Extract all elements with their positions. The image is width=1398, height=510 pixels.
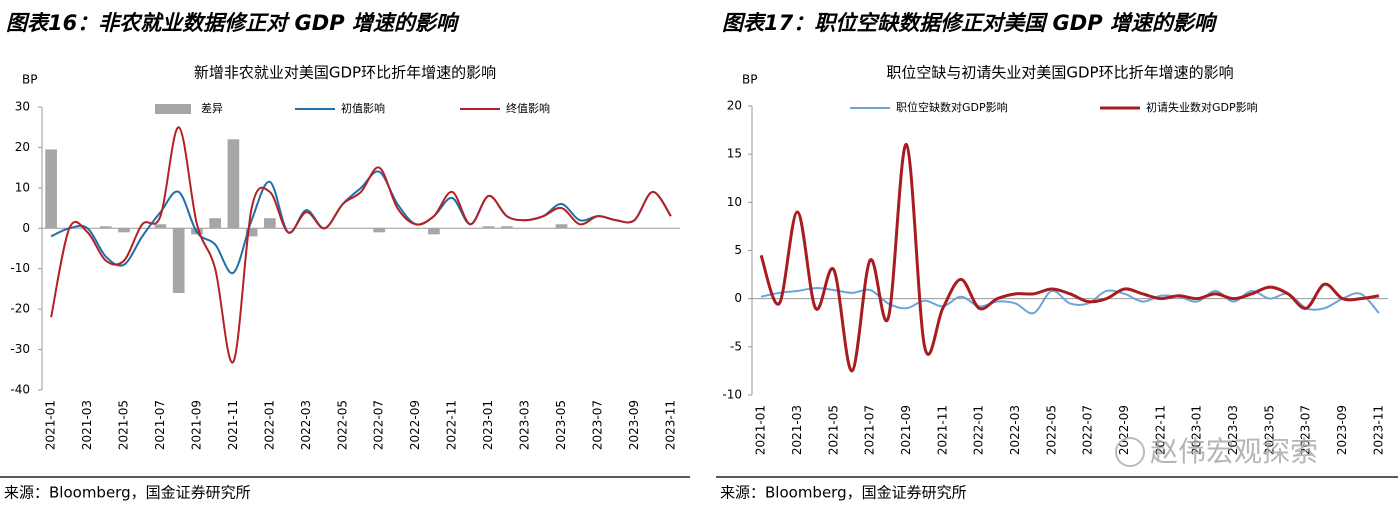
bar (245, 228, 258, 237)
y-tick-label: 30 (15, 100, 30, 114)
line-series (50, 170, 672, 274)
chart-title: 新增非农就业对美国GDP环比折年增速的影响 (194, 64, 496, 82)
source-note: 来源：Bloomberg，国金证券研究所 (720, 484, 967, 502)
bar (118, 228, 130, 233)
panel-heading: 图表16：非农就业数据修正对 GDP 增速的影响 (6, 11, 460, 35)
bar (45, 149, 57, 229)
x-tick-label: 2021-07 (153, 400, 167, 450)
x-tick-label: 2021-03 (790, 405, 804, 455)
y-tick-label: 5 (734, 243, 742, 257)
y-tick-label: 20 (727, 99, 742, 113)
y-tick-label: -40 (10, 383, 30, 397)
legend-swatch (155, 104, 191, 114)
legend-label: 职位空缺数对GDP影响 (896, 100, 1008, 114)
x-tick-label: 2022-05 (1044, 405, 1058, 455)
bar (227, 139, 240, 229)
bar (154, 224, 167, 229)
x-tick-label: 2021-05 (117, 400, 131, 450)
source-note: 来源：Bloomberg，国金证券研究所 (4, 484, 251, 502)
y-tick-label: 10 (15, 180, 30, 194)
bar (482, 226, 495, 229)
line-series (759, 143, 1380, 373)
line-series (50, 126, 672, 364)
x-tick-label: 2022-07 (372, 400, 386, 450)
x-tick-label: 2022-01 (262, 400, 276, 450)
x-tick-label: 2023-11 (1371, 405, 1385, 455)
x-tick-label: 2023-01 (481, 400, 495, 450)
x-tick-label: 2021-01 (44, 400, 58, 450)
x-tick-label: 2023-11 (663, 400, 677, 450)
x-tick-label: 2022-01 (972, 405, 986, 455)
y-axis-label: BP (742, 73, 757, 87)
x-tick-label: 2021-09 (899, 405, 913, 455)
bar (99, 226, 112, 229)
x-tick-label: 2022-09 (1117, 405, 1131, 455)
y-tick-label: 0 (22, 221, 30, 235)
y-tick-label: 0 (734, 291, 742, 305)
x-tick-label: 2022-07 (1081, 405, 1095, 455)
x-tick-label: 2021-05 (826, 405, 840, 455)
legend-label: 差异 (201, 101, 223, 115)
bar (209, 218, 222, 229)
bar (264, 218, 276, 229)
legend-label: 终值影响 (506, 101, 550, 115)
y-tick-label: -10 (10, 261, 30, 275)
y-tick-label: 20 (15, 140, 30, 154)
panel-heading: 图表17：职位空缺数据修正对美国 GDP 增速的影响 (722, 11, 1218, 35)
x-tick-label: 2021-09 (189, 400, 203, 450)
x-tick-label: 2023-01 (1190, 405, 1204, 455)
y-tick-label: -5 (730, 339, 742, 353)
bar (172, 228, 185, 293)
y-tick-label: -20 (10, 302, 30, 316)
x-tick-label: 2023-09 (1335, 405, 1349, 455)
y-tick-label: 15 (727, 147, 742, 161)
x-tick-label: 2022-03 (299, 400, 313, 450)
legend-label: 初请失业数对GDP影响 (1146, 100, 1258, 114)
x-tick-label: 2021-11 (226, 400, 240, 450)
y-axis-label: BP (22, 73, 37, 87)
x-tick-label: 2021-07 (863, 405, 877, 455)
x-tick-label: 2022-03 (1008, 405, 1022, 455)
x-tick-label: 2022-11 (445, 400, 459, 450)
x-tick-label: 2021-01 (754, 405, 768, 455)
x-tick-label: 2023-07 (590, 400, 604, 450)
x-tick-label: 2021-11 (935, 405, 949, 455)
x-tick-label: 2022-05 (335, 400, 349, 450)
x-tick-label: 2023-05 (1262, 405, 1276, 455)
bar (428, 228, 440, 235)
bar (555, 224, 568, 229)
x-tick-label: 2023-03 (518, 400, 532, 450)
y-tick-label: -30 (10, 342, 30, 356)
x-tick-label: 2023-05 (554, 400, 568, 450)
x-tick-label: 2022-11 (1153, 405, 1167, 455)
x-tick-label: 2021-03 (80, 400, 94, 450)
legend-label: 初值影响 (341, 101, 385, 115)
bar (373, 228, 386, 233)
x-tick-label: 2022-09 (408, 400, 422, 450)
chart-title: 职位空缺与初请失业对美国GDP环比折年增速的影响 (886, 64, 1233, 82)
y-tick-label: 10 (727, 195, 742, 209)
x-tick-label: 2023-07 (1299, 405, 1313, 455)
x-tick-label: 2023-03 (1226, 405, 1240, 455)
watermark-icon (1115, 437, 1145, 467)
watermark: 赵伟宏观探索 (1150, 435, 1318, 468)
bar (500, 226, 513, 229)
x-tick-label: 2023-09 (627, 400, 641, 450)
y-tick-label: -10 (722, 388, 742, 402)
